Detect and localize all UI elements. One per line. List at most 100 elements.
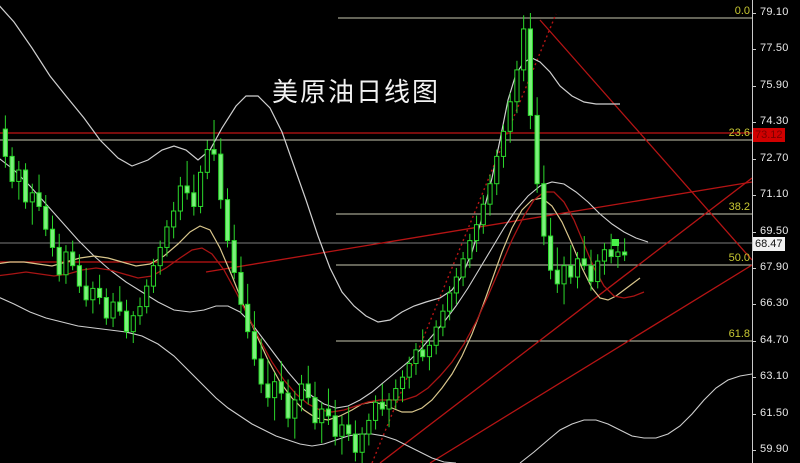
candle-body[interactable] xyxy=(312,397,318,424)
candle-body[interactable] xyxy=(534,114,540,185)
candle-body[interactable] xyxy=(372,401,379,421)
candle-body[interactable] xyxy=(76,265,82,287)
candle-body[interactable] xyxy=(83,285,89,301)
candle-body[interactable] xyxy=(191,192,197,207)
candle-body[interactable] xyxy=(278,381,284,394)
trendline-rising-channel-upper xyxy=(379,177,752,463)
candle-body[interactable] xyxy=(63,251,69,276)
candle-body[interactable] xyxy=(218,153,224,201)
candle-body[interactable] xyxy=(615,251,621,258)
candle-body[interactable] xyxy=(386,399,392,410)
candle-body[interactable] xyxy=(36,192,42,207)
candle-body[interactable] xyxy=(110,301,116,319)
candle-body[interactable] xyxy=(90,287,96,301)
candle-body[interactable] xyxy=(399,376,406,390)
axis-tick-mark xyxy=(752,304,756,306)
candle-body[interactable] xyxy=(56,246,62,276)
candle-body[interactable] xyxy=(561,265,567,285)
axis-tick-mark xyxy=(752,231,756,233)
candle-body[interactable] xyxy=(332,415,338,437)
candle-body[interactable] xyxy=(251,331,258,360)
candle-body[interactable] xyxy=(352,433,358,453)
candle-body[interactable] xyxy=(494,155,500,185)
candle-body[interactable] xyxy=(211,149,217,155)
candle-body[interactable] xyxy=(164,226,170,248)
candle-body[interactable] xyxy=(581,258,587,267)
candle-body[interactable] xyxy=(467,240,473,260)
candle-body[interactable] xyxy=(231,240,237,273)
candle-body[interactable] xyxy=(144,285,150,308)
candle-body[interactable] xyxy=(507,101,513,132)
candle-body[interactable] xyxy=(150,265,157,287)
candle-body[interactable] xyxy=(238,271,244,305)
candle-body[interactable] xyxy=(541,183,547,237)
candle-body[interactable] xyxy=(258,358,264,385)
candle-body[interactable] xyxy=(319,408,325,424)
candle-body[interactable] xyxy=(480,203,486,226)
candle-body[interactable] xyxy=(171,210,177,228)
candle-body[interactable] xyxy=(16,169,22,182)
candle-body[interactable] xyxy=(298,383,305,401)
candle-body[interactable] xyxy=(548,235,554,271)
candle-body[interactable] xyxy=(339,424,345,437)
candle-body[interactable] xyxy=(574,258,581,278)
candle-body[interactable] xyxy=(601,249,608,262)
candle-body[interactable] xyxy=(366,419,372,435)
candle-body[interactable] xyxy=(608,249,614,258)
candle-body[interactable] xyxy=(2,128,8,157)
candle-body[interactable] xyxy=(117,301,123,312)
candle-body[interactable] xyxy=(292,399,298,419)
candle-body[interactable] xyxy=(265,383,271,399)
candle-body[interactable] xyxy=(184,185,190,194)
price-chart-plot-area[interactable]: 美原油日线图 xyxy=(0,0,752,463)
candle-body[interactable] xyxy=(285,392,291,419)
candle-body[interactable] xyxy=(130,315,136,333)
candle-body[interactable] xyxy=(43,205,49,230)
candle-body[interactable] xyxy=(346,424,352,435)
candle-body[interactable] xyxy=(103,297,109,319)
candle-body[interactable] xyxy=(272,381,278,399)
candle-body[interactable] xyxy=(426,344,433,358)
candle-body[interactable] xyxy=(393,388,399,401)
candle-body[interactable] xyxy=(514,69,520,103)
candle-body[interactable] xyxy=(440,310,446,328)
candle-body[interactable] xyxy=(70,251,76,267)
candle-body[interactable] xyxy=(447,292,453,312)
candlestick-series[interactable] xyxy=(2,13,628,463)
candle-body[interactable] xyxy=(22,169,29,203)
candle-body[interactable] xyxy=(554,269,560,285)
candle-body[interactable] xyxy=(527,28,533,116)
candle-body[interactable] xyxy=(406,363,412,378)
candle-body[interactable] xyxy=(204,149,210,173)
candle-body[interactable] xyxy=(245,303,251,333)
candle-body[interactable] xyxy=(487,183,493,205)
candle-body[interactable] xyxy=(595,260,601,283)
candle-body[interactable] xyxy=(49,228,56,248)
candle-body[interactable] xyxy=(29,192,35,203)
price-axis[interactable]: 79.10 77.50 75.90 74.30 72.70 71.10 69.50 67.90… xyxy=(752,0,800,463)
candle-body[interactable] xyxy=(177,185,183,212)
candle-body[interactable] xyxy=(9,155,15,182)
candle-body[interactable] xyxy=(500,130,507,157)
candle-body[interactable] xyxy=(197,171,204,207)
candle-body[interactable] xyxy=(305,383,311,399)
candle-body[interactable] xyxy=(325,408,332,417)
candle-body[interactable] xyxy=(568,265,574,278)
candle-body[interactable] xyxy=(123,310,130,333)
fibonacci-label-0-0: 0.0 xyxy=(734,5,750,17)
candle-body[interactable] xyxy=(521,28,527,71)
candle-body[interactable] xyxy=(413,349,419,365)
candle-body[interactable] xyxy=(157,246,163,267)
candle-body[interactable] xyxy=(588,265,594,283)
candle-body[interactable] xyxy=(473,224,480,242)
candle-body[interactable] xyxy=(224,199,231,242)
candle-body[interactable] xyxy=(433,326,439,346)
candle-body[interactable] xyxy=(420,349,426,358)
candle-body[interactable] xyxy=(97,287,103,298)
candle-body[interactable] xyxy=(460,258,466,278)
candle-body[interactable] xyxy=(137,306,143,317)
candle-body[interactable] xyxy=(622,251,628,256)
candle-body[interactable] xyxy=(379,401,385,410)
candle-body[interactable] xyxy=(359,433,365,453)
candle-body[interactable] xyxy=(453,276,459,294)
